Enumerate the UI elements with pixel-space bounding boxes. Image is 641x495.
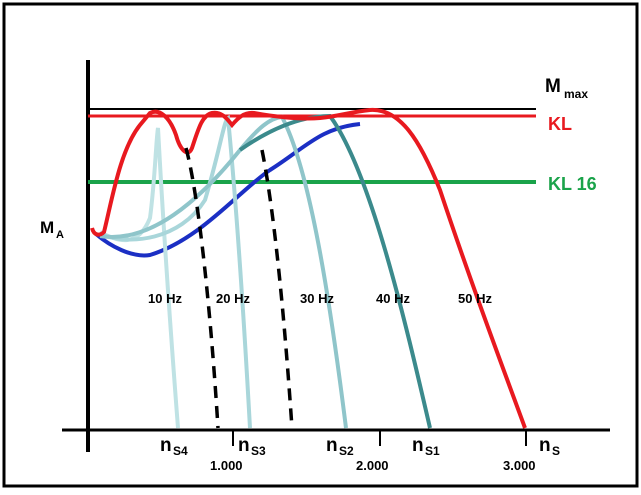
curve-20hz [99,114,252,429]
curve-10hz [99,127,180,429]
speed-mark-ns4: n [160,435,172,456]
speed-mark-ns1-sub: S1 [425,444,440,458]
curve-40hz [238,113,432,429]
freq-label-40hz: 40 Hz [376,291,410,306]
mmax-label-sub: max [564,87,588,101]
curve-30hz [99,114,348,429]
y-axis-label: M [40,218,54,237]
tick-label-2000: 2.000 [356,458,389,473]
speed-mark-ns-sub: S [552,444,560,458]
speed-mark-ns2: n [326,435,338,456]
freq-label-10hz: 10 Hz [148,291,182,306]
curve-50hz [90,107,527,429]
speed-mark-ns: n [539,435,551,456]
y-axis-label-sub: A [56,229,64,241]
kl16-label: KL 16 [548,174,597,194]
tick-label-3000: 3.000 [503,458,536,473]
freq-label-20hz: 20 Hz [216,291,250,306]
speed-mark-ns3: n [238,435,250,456]
speed-mark-ns4-sub: S4 [173,444,188,458]
dashed-curve-1 [184,147,220,429]
freq-label-50hz: 50 Hz [458,291,492,306]
kl-label: KL [548,114,572,134]
freq-label-30hz: 30 Hz [300,291,334,306]
speed-mark-ns2-sub: S2 [339,444,354,458]
base-torque-curve [94,122,361,258]
dashed-curve-2 [260,149,294,429]
speed-mark-ns1: n [412,435,424,456]
speed-mark-ns3-sub: S3 [251,444,266,458]
tick-label-1000: 1.000 [210,458,243,473]
mmax-label: M [545,76,561,97]
